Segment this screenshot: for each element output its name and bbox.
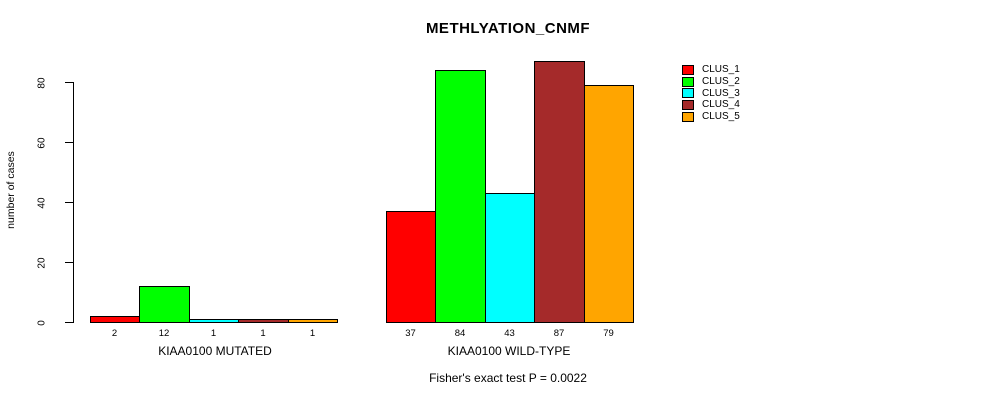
bar-value-label: 1 [260, 328, 266, 339]
legend-swatch [682, 76, 694, 87]
y-tick [65, 202, 73, 203]
legend-label: CLUS_1 [702, 64, 740, 76]
bar-value-label: 1 [309, 328, 316, 339]
legend-item: CLUS_3 [682, 87, 740, 99]
stat-annotation: Fisher's exact test P = 0.0022 [429, 371, 587, 385]
legend-item: CLUS_5 [682, 111, 740, 123]
legend-swatch [682, 99, 694, 110]
y-tick-label: 60 [36, 136, 48, 149]
legend-item: CLUS_4 [682, 99, 740, 111]
bar-value-label: 43 [504, 328, 515, 339]
y-tick [65, 82, 73, 83]
bar [288, 319, 338, 323]
legend-swatch [682, 88, 694, 99]
y-tick-label: 20 [36, 256, 48, 269]
legend-label: CLUS_3 [702, 87, 740, 99]
legend: CLUS_1 CLUS_2 CLUS_3 CLUS_4 CLUS_5 [682, 64, 740, 122]
bar [139, 286, 190, 323]
legend-item: CLUS_1 [682, 64, 740, 76]
legend-label: CLUS_5 [702, 111, 740, 123]
bar-value-label: 79 [603, 328, 614, 339]
legend-item: CLUS_2 [682, 76, 740, 88]
bar [238, 319, 289, 323]
bar-value-label: 87 [553, 328, 565, 339]
group-label-mutated: KIAA0100 MUTATED [158, 344, 272, 358]
y-tick-label: 0 [36, 319, 48, 326]
bar-value-label: 1 [210, 328, 217, 339]
y-axis-line [73, 82, 74, 323]
chart-title: METHLYATION_CNMF [425, 20, 591, 37]
bar [189, 319, 239, 323]
bar [90, 316, 140, 323]
bar [386, 211, 436, 323]
bar [485, 193, 535, 323]
y-tick [65, 262, 73, 263]
legend-swatch [682, 111, 694, 122]
bar-value-label: 37 [405, 328, 416, 339]
bar [584, 85, 634, 323]
bar-value-label: 12 [158, 328, 170, 339]
y-tick-label: 40 [36, 196, 48, 209]
legend-label: CLUS_4 [702, 99, 740, 111]
group-label-wild-type: KIAA0100 WILD-TYPE [447, 344, 571, 358]
legend-label: CLUS_2 [702, 76, 740, 88]
bar-value-label: 2 [111, 328, 118, 339]
bar [435, 70, 486, 323]
y-axis-label: number of cases [5, 151, 17, 229]
y-tick [65, 142, 73, 143]
bar-value-label: 84 [454, 328, 466, 339]
y-tick-label: 80 [36, 76, 48, 89]
bar [534, 61, 585, 323]
y-tick [65, 322, 73, 323]
legend-swatch [682, 64, 694, 75]
